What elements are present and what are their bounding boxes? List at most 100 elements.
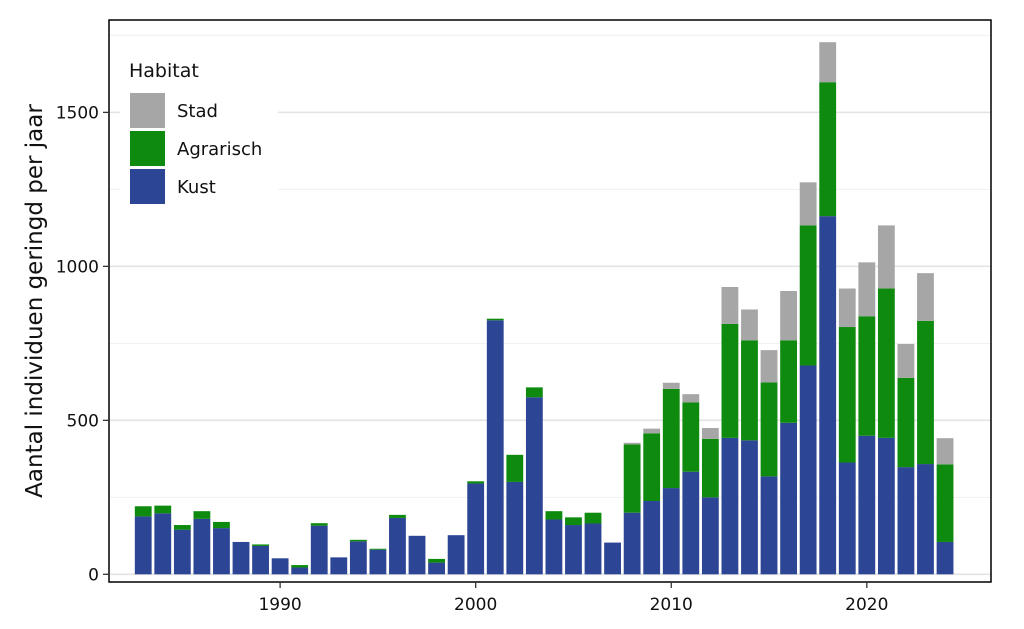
- bar-agrarisch-2019: [838, 327, 856, 463]
- bar-stad-2009: [643, 428, 661, 434]
- bar-agrarisch-2023: [917, 320, 934, 465]
- y-tick-label: 0: [88, 565, 99, 585]
- bars: [134, 42, 954, 575]
- bar-kust-1997: [408, 535, 426, 575]
- bar-kust-2003: [525, 397, 543, 575]
- bar-stad-2011: [682, 394, 700, 403]
- bar-stad-2021: [877, 225, 895, 289]
- bar-agrarisch-2015: [760, 382, 778, 477]
- bar-kust-2007: [604, 542, 621, 575]
- bar-stad-2015: [760, 350, 778, 383]
- bar-kust-2019: [838, 462, 856, 575]
- bar-kust-1985: [173, 529, 191, 575]
- bar-kust-2015: [760, 476, 778, 575]
- legend-title: Habitat: [129, 60, 199, 82]
- bar-kust-1984: [154, 513, 172, 575]
- legend-label-kust: Kust: [177, 177, 216, 198]
- legend-label-stad: Stad: [177, 101, 218, 122]
- bar-agrarisch-2003: [525, 387, 543, 398]
- bar-kust-2008: [623, 512, 641, 575]
- bar-stad-2024: [936, 438, 954, 465]
- bar-agrarisch-1991: [291, 565, 309, 568]
- bar-agrarisch-1998: [428, 558, 445, 563]
- bar-kust-1995: [369, 549, 387, 575]
- bar-agrarisch-2024: [936, 464, 954, 542]
- bar-agrarisch-2013: [721, 323, 739, 438]
- bar-kust-1990: [271, 558, 289, 575]
- bar-kust-1993: [330, 557, 348, 575]
- bar-agrarisch-1992: [310, 523, 328, 526]
- bar-kust-2020: [858, 435, 876, 575]
- bar-kust-1999: [447, 535, 465, 575]
- bar-kust-1983: [134, 516, 152, 575]
- bar-agrarisch-2002: [506, 454, 524, 482]
- bar-kust-2011: [682, 471, 700, 575]
- bar-kust-2018: [819, 216, 837, 575]
- bar-kust-2001: [486, 320, 504, 575]
- bar-agrarisch-1995: [369, 548, 387, 550]
- bar-kust-2013: [721, 437, 739, 575]
- bar-kust-2009: [643, 501, 661, 575]
- legend-label-agrarisch: Agrarisch: [177, 139, 262, 160]
- bar-agrarisch-1983: [134, 506, 152, 517]
- legend-key-agrarisch: [130, 131, 165, 166]
- bar-kust-1991: [291, 567, 309, 575]
- bar-stad-2018: [819, 42, 837, 83]
- bar-stad-2019: [838, 288, 856, 328]
- bar-agrarisch-2005: [565, 517, 582, 526]
- bar-kust-2000: [467, 483, 485, 575]
- bar-kust-2014: [741, 440, 758, 575]
- bar-kust-1987: [213, 528, 230, 575]
- y-tick-label: 1000: [56, 257, 99, 277]
- legend: Habitat Stad Agrarisch Kust: [120, 50, 278, 216]
- bar-stad-2017: [799, 182, 817, 226]
- bar-kust-2002: [506, 481, 524, 575]
- bar-agrarisch-2016: [780, 340, 797, 423]
- y-tick-label: 1500: [56, 103, 99, 123]
- bar-agrarisch-2011: [682, 402, 700, 472]
- bar-kust-1996: [389, 517, 406, 575]
- bar-kust-2016: [780, 422, 797, 575]
- bar-agrarisch-2012: [701, 438, 719, 498]
- x-tick-label: 2010: [650, 595, 693, 615]
- bar-agrarisch-1989: [252, 544, 269, 546]
- bar-stad-2016: [780, 290, 797, 341]
- bar-agrarisch-2014: [741, 340, 758, 441]
- bar-kust-1986: [193, 518, 211, 575]
- bar-agrarisch-2022: [897, 377, 915, 468]
- bar-stad-2012: [701, 428, 719, 439]
- bar-agrarisch-2004: [545, 511, 563, 520]
- bar-kust-1988: [232, 541, 250, 575]
- bar-kust-2004: [545, 519, 563, 575]
- bar-agrarisch-2018: [819, 82, 837, 217]
- y-axis-title: Aantal individuen geringd per jaar: [22, 104, 48, 498]
- bar-kust-1994: [349, 541, 367, 575]
- bar-agrarisch-1985: [173, 525, 191, 530]
- bar-kust-1998: [428, 562, 445, 575]
- bar-agrarisch-2021: [877, 288, 895, 438]
- bar-kust-1989: [252, 545, 269, 575]
- bar-stad-2013: [721, 286, 739, 324]
- bar-agrarisch-2000: [467, 481, 485, 484]
- bar-agrarisch-2020: [858, 316, 876, 436]
- bar-stad-2023: [917, 273, 934, 321]
- bar-agrarisch-2017: [799, 225, 817, 366]
- bar-kust-2010: [662, 488, 680, 575]
- bar-kust-2021: [877, 437, 895, 575]
- bar-kust-2005: [565, 525, 582, 575]
- bar-agrarisch-2010: [662, 388, 680, 489]
- bar-agrarisch-1987: [213, 521, 230, 529]
- bar-kust-2006: [584, 523, 602, 575]
- bar-agrarisch-1994: [349, 539, 367, 542]
- legend-key-kust: [130, 169, 165, 204]
- bar-agrarisch-2006: [584, 512, 602, 524]
- bar-stad-2014: [741, 309, 758, 341]
- bar-agrarisch-2009: [643, 433, 661, 502]
- bar-agrarisch-1996: [389, 514, 406, 518]
- bar-stad-2022: [897, 343, 915, 378]
- bar-kust-1992: [310, 525, 328, 575]
- y-tick-label: 500: [67, 411, 99, 431]
- bar-stad-2008: [623, 442, 641, 445]
- bar-kust-2022: [897, 467, 915, 575]
